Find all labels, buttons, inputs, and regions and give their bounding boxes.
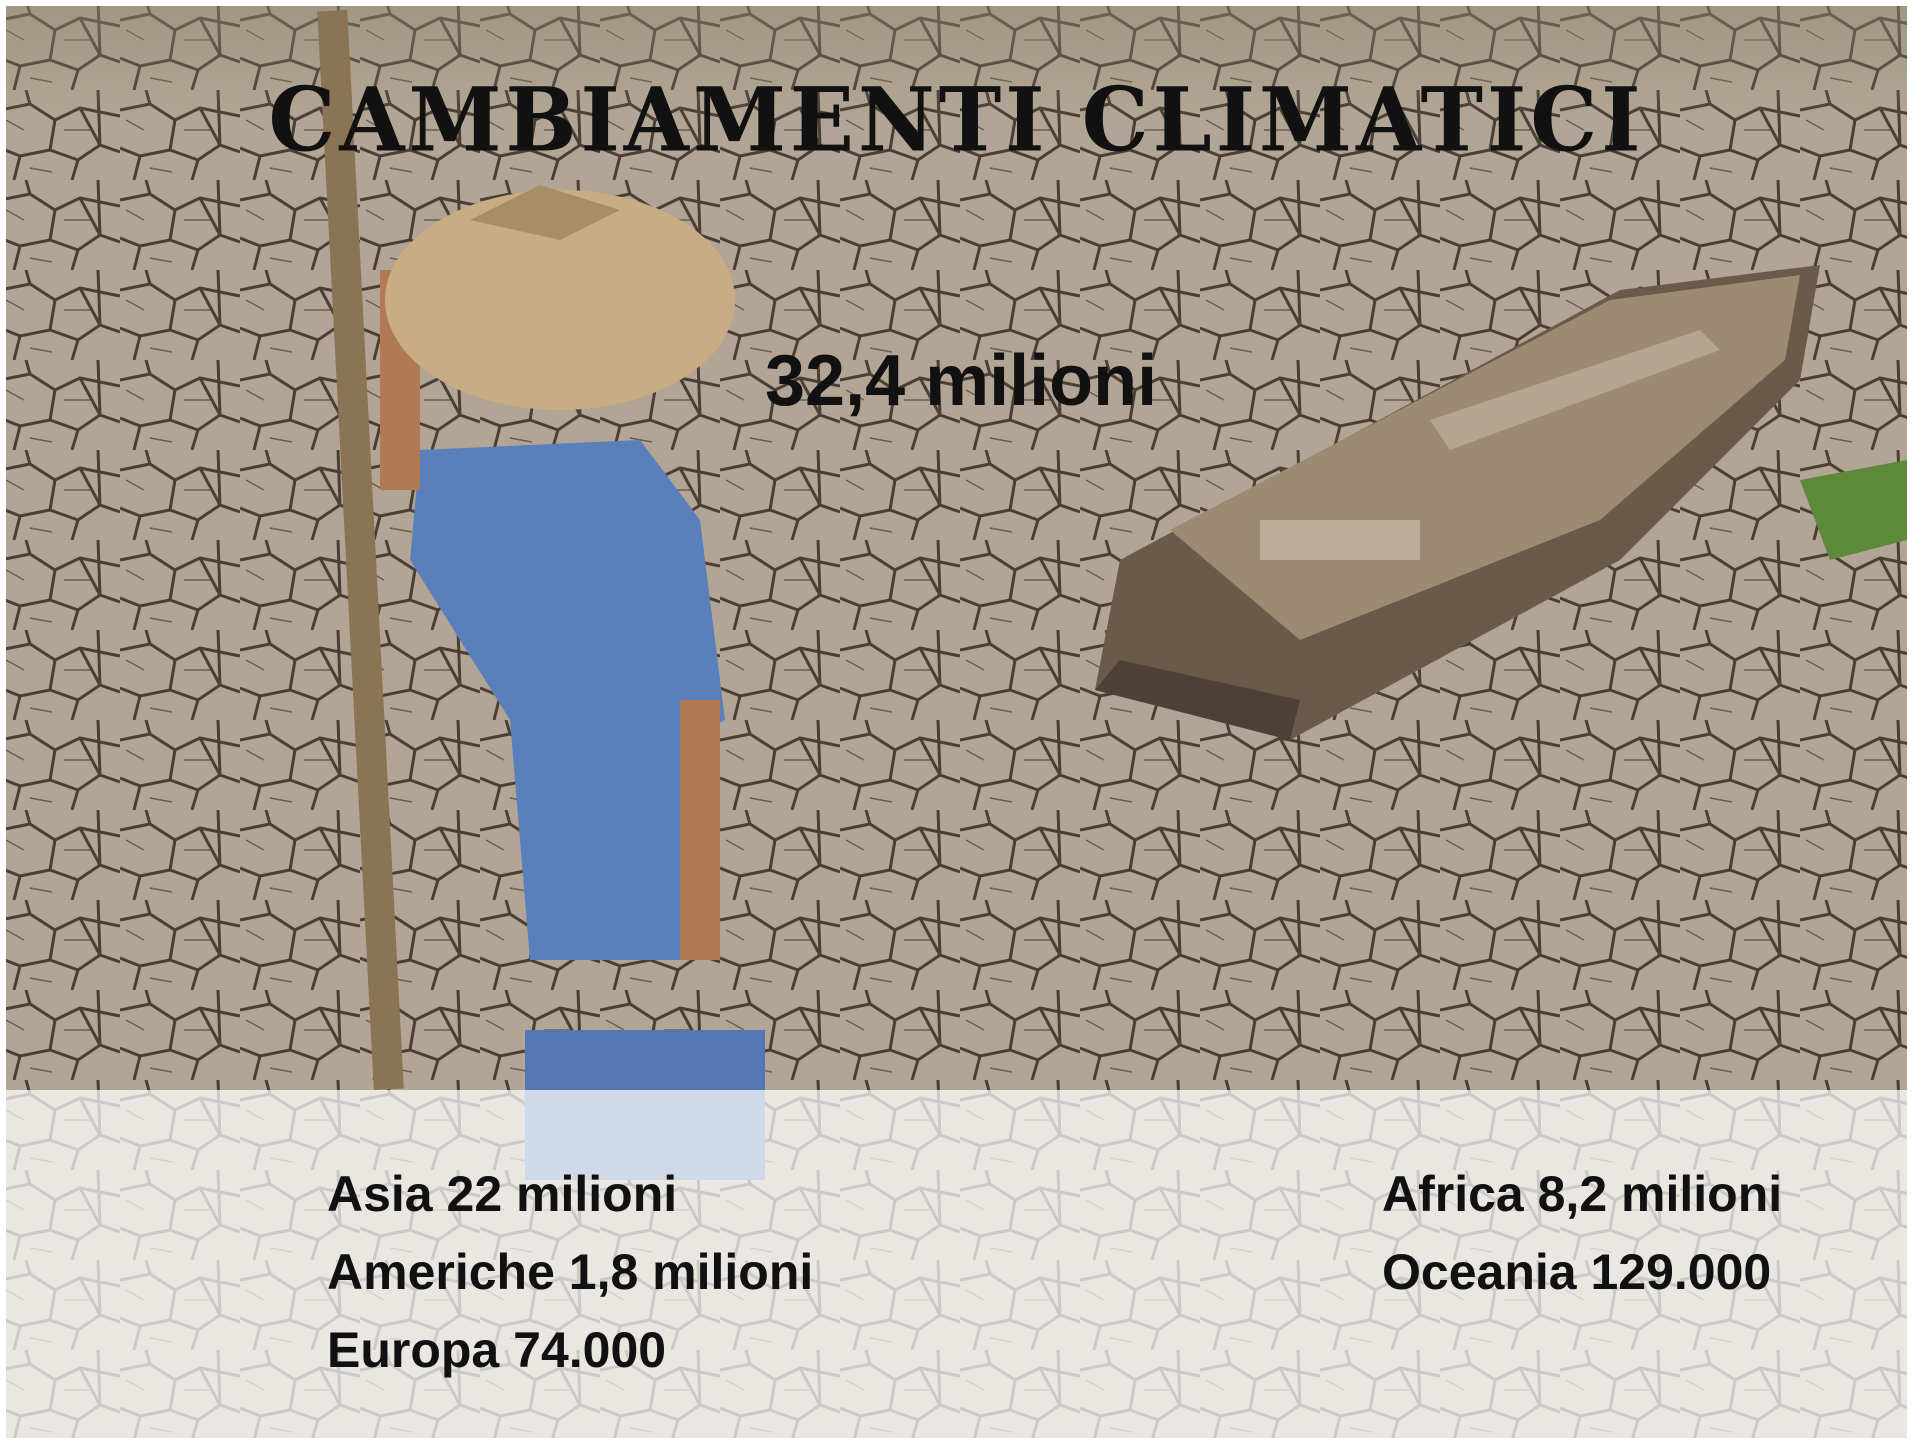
total-figure: 32,4 milioni [765,340,1157,422]
region-figure: Oceania 129.000 [1382,1233,1782,1311]
title: CAMBIAMENTI CLIMATICI [0,68,1913,172]
region-figure: Americhe 1,8 milioni [327,1233,813,1311]
region-figure: Europa 74.000 [327,1311,813,1389]
slide: CAMBIAMENTI CLIMATICI 32,4 milioni Asia … [0,0,1913,1444]
region-figure: Asia 22 milioni [327,1155,813,1233]
region-figure: Africa 8,2 milioni [1382,1155,1782,1233]
